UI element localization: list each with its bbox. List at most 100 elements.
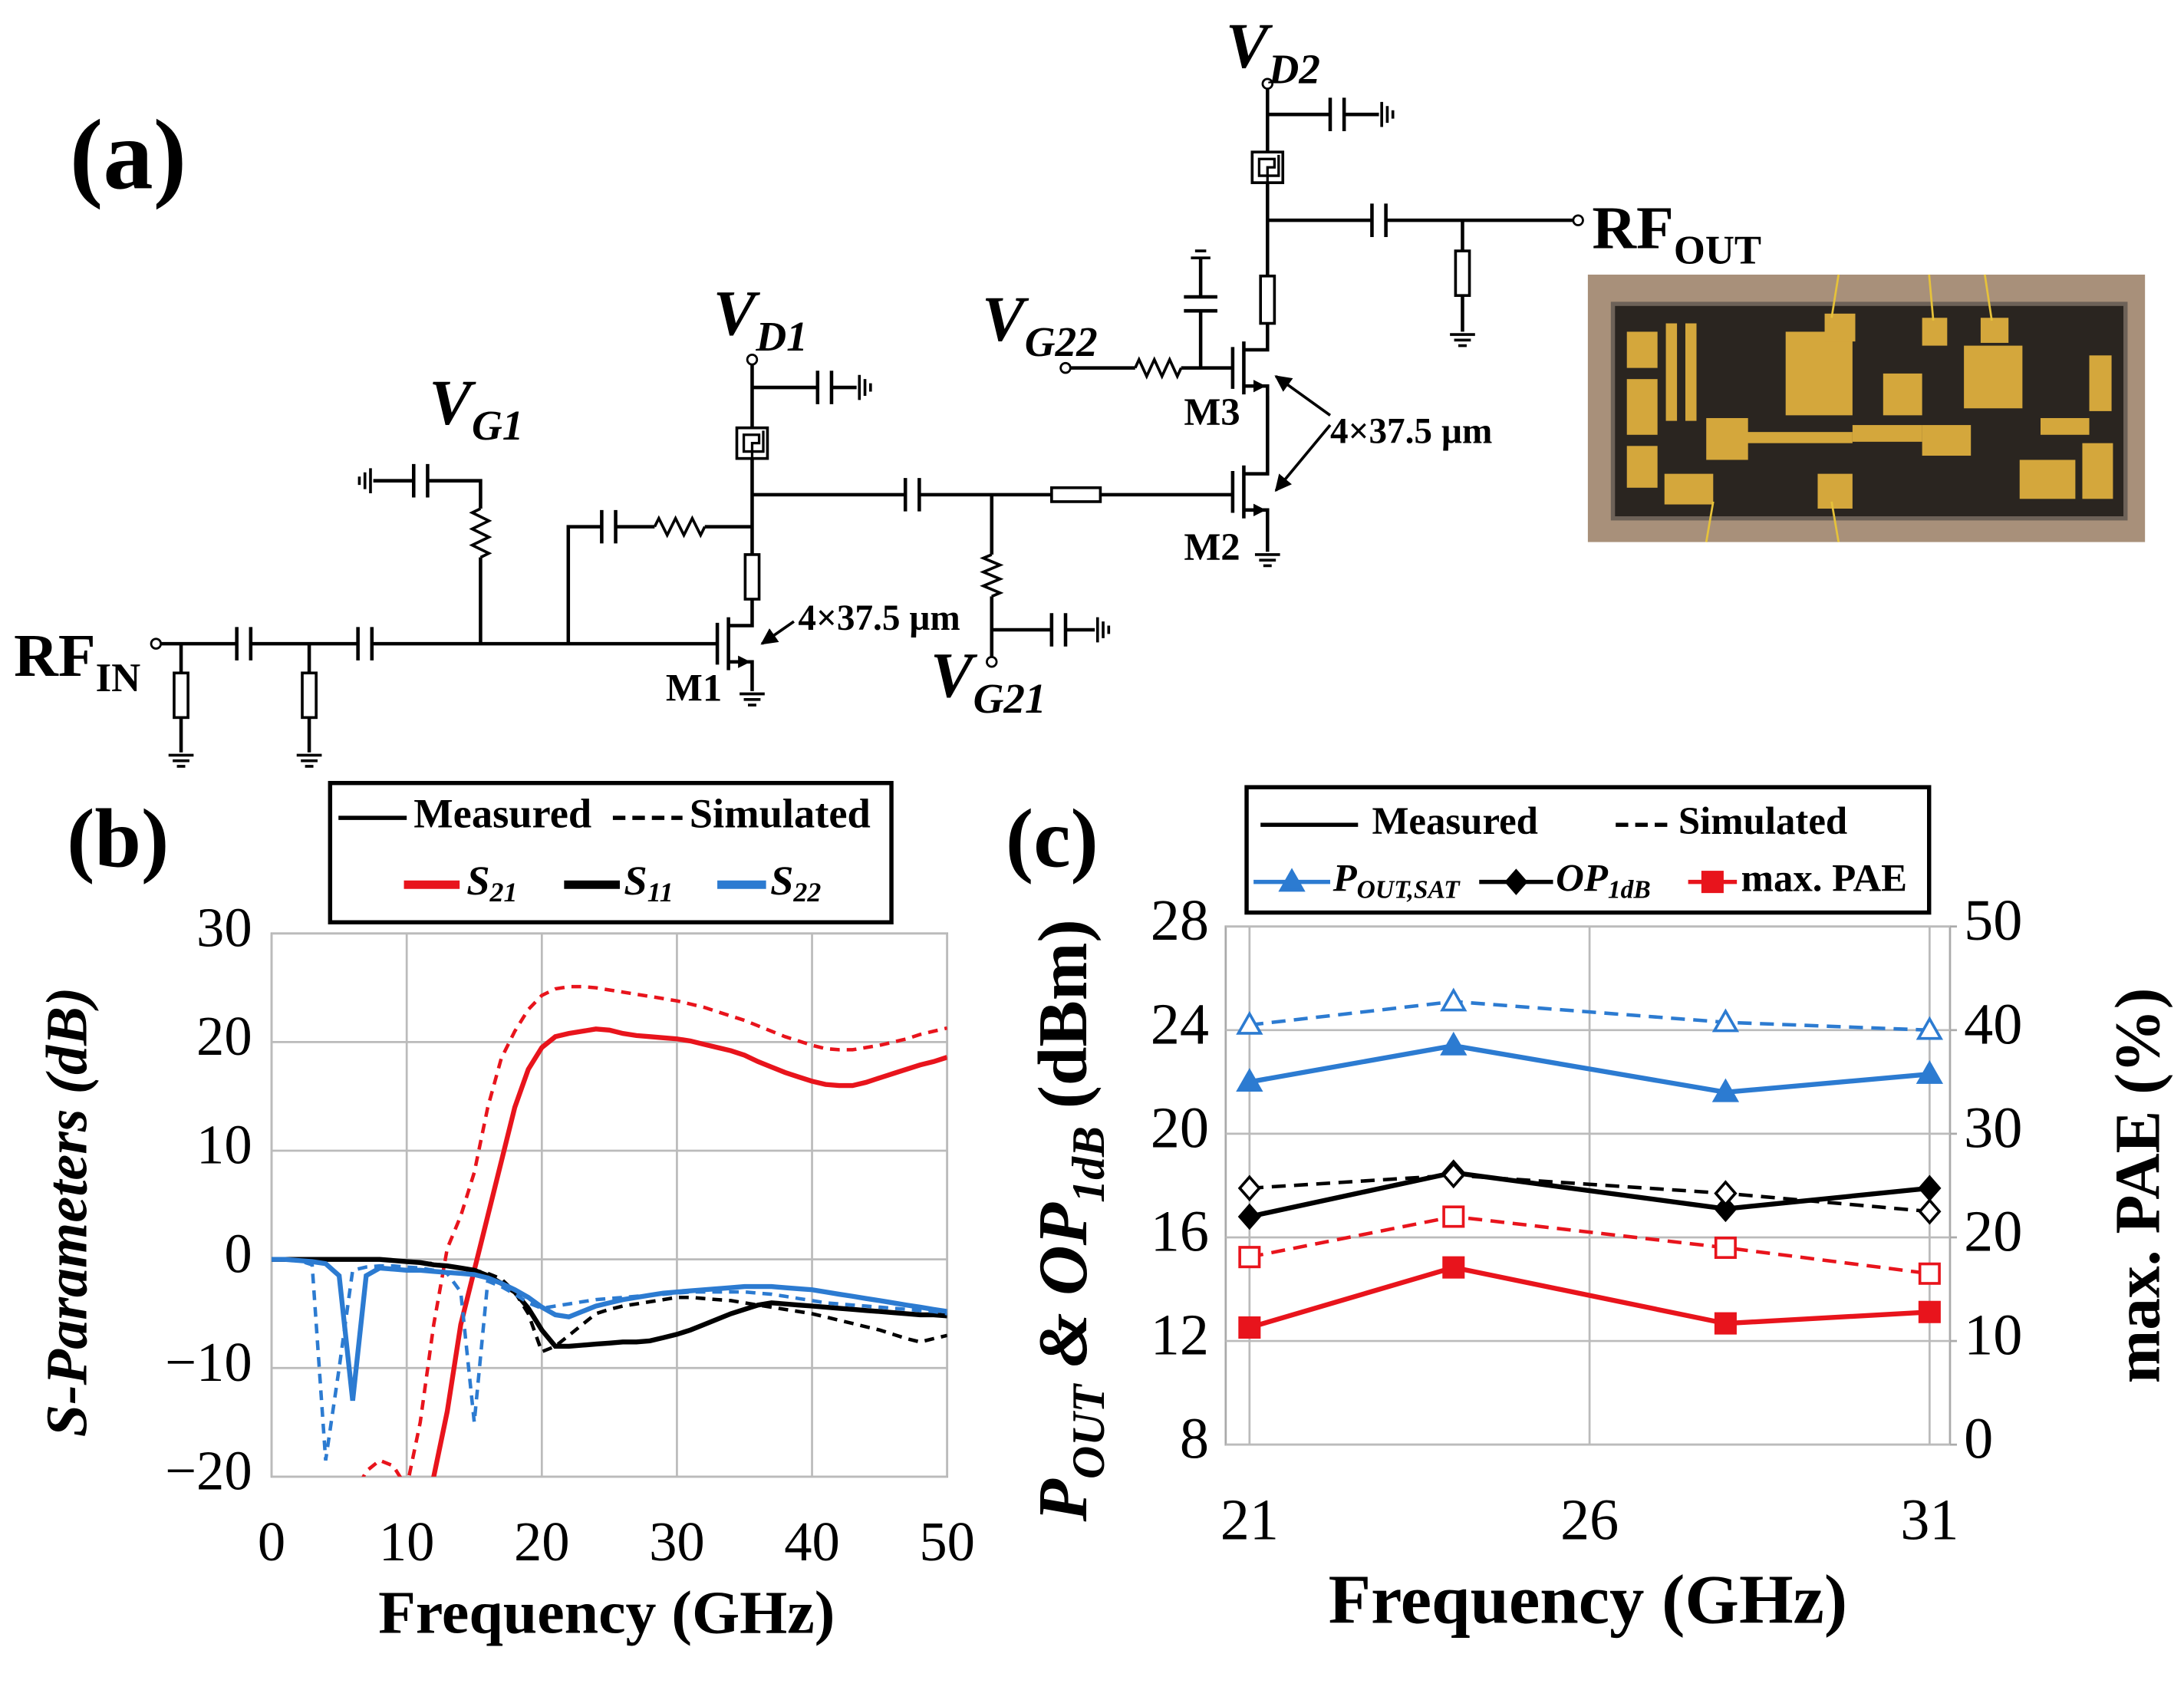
wire [373, 479, 483, 644]
text-part: S [624, 857, 647, 904]
y2-tick-label: 40 [1964, 992, 2022, 1056]
y-tick-label: 30 [196, 896, 252, 958]
terminal [746, 354, 759, 366]
y-tick-label: 20 [196, 1005, 252, 1067]
y-tick-label: 0 [224, 1222, 252, 1284]
ground [740, 692, 765, 707]
resistor [1050, 486, 1102, 503]
terminal [1572, 214, 1584, 226]
text-part: OP [1556, 856, 1609, 899]
y-tick-label: 16 [1151, 1199, 1209, 1263]
subscript: 11 [647, 877, 674, 908]
capacitor [1049, 613, 1068, 647]
marker [1236, 1010, 1263, 1035]
y-tick-label: −10 [165, 1331, 252, 1393]
size-arrow [1274, 375, 1332, 417]
marker [1711, 1078, 1740, 1102]
x-tick-label: 20 [514, 1510, 570, 1573]
capacitor [1184, 295, 1217, 313]
ground [1254, 553, 1280, 568]
wire [566, 525, 753, 644]
subscript: D1 [755, 313, 807, 360]
y-tick-label: 24 [1151, 992, 1209, 1056]
circuit-label: 4×37.5 µm [1330, 412, 1492, 452]
subscript: G1 [472, 402, 523, 449]
marker [1504, 868, 1528, 895]
resistor [301, 671, 318, 720]
x-tick-label: 21 [1220, 1488, 1279, 1553]
marker [1442, 1205, 1465, 1228]
marker [1440, 1031, 1468, 1056]
legend-label: S22 [770, 857, 821, 908]
cap-gap [1051, 625, 1066, 634]
marker [1441, 1161, 1465, 1189]
measured-line [1248, 1264, 1930, 1330]
marker [1918, 1300, 1941, 1323]
subscript: OUT [1063, 1382, 1114, 1479]
legend-label: Simulated [1678, 799, 1847, 842]
wire [1244, 395, 1270, 476]
marker [1714, 1312, 1737, 1335]
cap-gap [357, 639, 372, 648]
ground [168, 753, 194, 768]
simulated-line [272, 1257, 947, 1461]
inductor [1257, 154, 1280, 183]
panel-label: (c) [1006, 792, 1099, 885]
measured-line [272, 1257, 947, 1349]
capacitor [1370, 203, 1388, 237]
circuit-label: VG22 [982, 284, 1098, 365]
circuit-label: VG21 [931, 641, 1046, 722]
cap-gap [236, 639, 251, 648]
y2-tick-label: 30 [1964, 1095, 2022, 1160]
y-axis-title: POUT & OP1dB (dBm) [1024, 919, 1114, 1522]
chip-photo [1587, 274, 2146, 542]
y2-tick-label: 20 [1964, 1199, 2022, 1263]
capacitor [1328, 97, 1346, 131]
x-tick-label: 10 [379, 1510, 435, 1573]
resistor [980, 553, 1004, 598]
legend-label: Simulated [690, 790, 871, 837]
legend-label: Measured [1372, 799, 1537, 842]
simulated-line [1249, 1173, 1930, 1214]
subscript: G21 [973, 675, 1046, 722]
resistor [469, 507, 492, 559]
text-part: V [982, 284, 1029, 354]
wire [728, 660, 754, 691]
y2-tick-label: 10 [1964, 1303, 2022, 1368]
capacitor [356, 627, 374, 661]
circuit-label: RFIN [14, 622, 140, 700]
y2-tick-label: 0 [1964, 1407, 1993, 1471]
terminal [1059, 361, 1072, 374]
measured-line [1249, 1170, 1930, 1220]
y2-tick-label: 50 [1964, 888, 2022, 953]
terminal [986, 656, 998, 668]
measured-line [431, 1026, 947, 1477]
cap-gap [905, 490, 920, 499]
marker [1238, 1246, 1261, 1269]
x-axis-title: Frequency (GHz) [378, 1579, 835, 1646]
ground [1450, 333, 1475, 348]
text-part: V [713, 278, 761, 349]
legend-label: Measured [413, 790, 591, 837]
subscript: OUT [1674, 228, 1761, 272]
text-part: RF [1592, 194, 1673, 262]
plot-lines [272, 984, 947, 1477]
y-tick-label: 28 [1151, 888, 1209, 953]
marker [1238, 1316, 1261, 1339]
circuit-label: M2 [1184, 525, 1240, 568]
text-part: S [466, 857, 489, 904]
y-tick-label: −20 [165, 1440, 252, 1502]
marker [1237, 1203, 1261, 1230]
legend-label: max. PAE [1741, 856, 1907, 899]
subscript: D2 [1268, 45, 1320, 92]
marker [1714, 1195, 1738, 1223]
circuit-label: RFOUT [1592, 194, 1761, 272]
plot-area [270, 932, 949, 1478]
legend-box [1244, 785, 1932, 915]
marker [1918, 1197, 1942, 1225]
terminal [1191, 249, 1211, 260]
marker [1237, 1174, 1261, 1202]
x-tick-label: 31 [1900, 1488, 1958, 1553]
circuit-label: 4×37.5 µm [798, 598, 960, 638]
wire [1244, 508, 1270, 552]
